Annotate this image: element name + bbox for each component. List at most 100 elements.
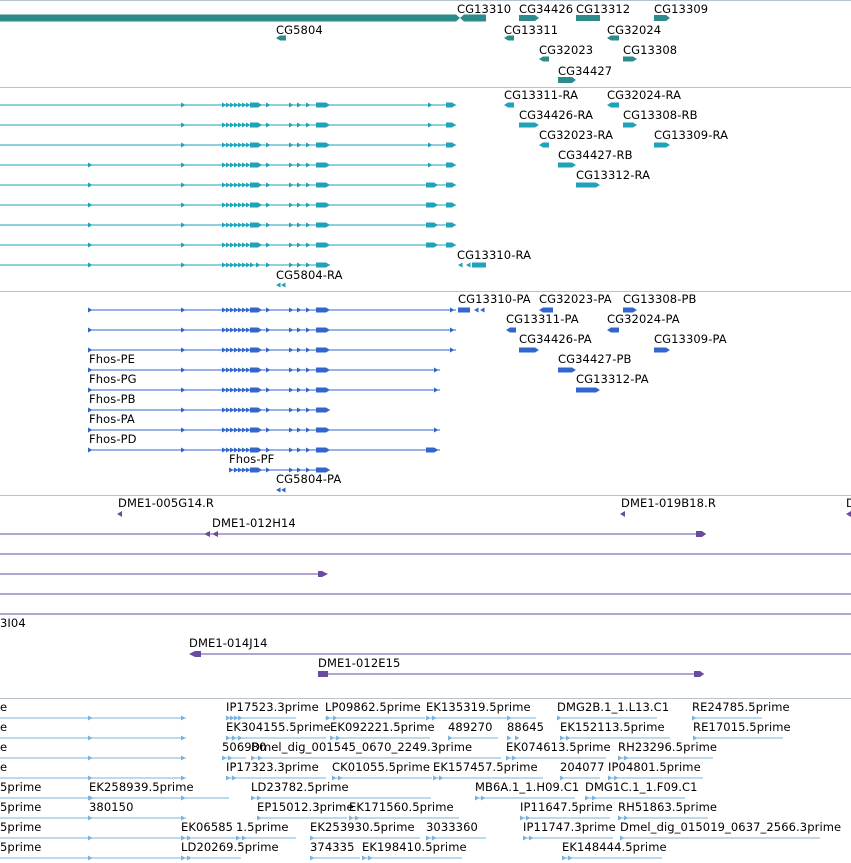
transcript-exon-glyph[interactable] <box>238 202 243 208</box>
transcript-exon-glyph[interactable] <box>238 142 243 148</box>
protein-exon-glyph[interactable] <box>246 447 251 453</box>
protein-exon-glyph[interactable] <box>88 327 93 333</box>
transcript-exon-glyph[interactable] <box>250 242 262 248</box>
est-label[interactable]: e <box>0 720 8 734</box>
gene-glyph[interactable] <box>460 14 486 22</box>
gene-label[interactable]: CG5804 <box>276 23 323 37</box>
clone-glyph[interactable] <box>318 671 328 677</box>
est-label[interactable]: 1.5prime <box>236 820 289 834</box>
protein-exon-glyph[interactable] <box>266 407 271 413</box>
est-label[interactable]: RE17015.5prime <box>693 720 791 734</box>
transcript-exon-glyph[interactable] <box>234 182 239 188</box>
transcript-glyph[interactable] <box>519 122 539 128</box>
transcript-exon-glyph[interactable] <box>266 122 271 128</box>
est-label[interactable]: 5prime <box>0 800 42 814</box>
protein-exon-glyph[interactable] <box>289 467 294 473</box>
gene-label[interactable]: CG13311 <box>504 23 559 37</box>
est-label[interactable]: EK253930.5prime <box>310 820 415 834</box>
protein-exon-glyph[interactable] <box>242 367 247 373</box>
protein-exon-glyph[interactable] <box>306 307 311 313</box>
clone-label[interactable]: DME1-012E15 <box>318 656 401 670</box>
protein-exon-glyph[interactable] <box>289 427 294 433</box>
transcript-exon-glyph[interactable] <box>250 102 262 108</box>
est-label[interactable]: EK157457.5prime <box>433 760 538 774</box>
transcript-exon-glyph[interactable] <box>316 182 330 188</box>
protein-exon-glyph[interactable] <box>234 407 239 413</box>
protein-glyph[interactable] <box>576 387 600 393</box>
transcript-exon-glyph[interactable] <box>306 222 311 228</box>
transcript-exon-glyph[interactable] <box>234 102 239 108</box>
est-label[interactable]: 5prime <box>0 820 42 834</box>
protein-exon-glyph[interactable] <box>181 347 186 353</box>
transcript-exon-glyph[interactable] <box>297 222 302 228</box>
protein-exon-glyph[interactable] <box>316 467 330 473</box>
transcript-exon-glyph[interactable] <box>242 222 247 228</box>
protein-exon-glyph[interactable] <box>238 407 243 413</box>
protein-exon-glyph[interactable] <box>181 387 186 393</box>
protein-exon-glyph[interactable] <box>226 327 231 333</box>
clone-glyph[interactable] <box>204 531 210 537</box>
protein-label[interactable]: CG13311-PA <box>506 312 579 326</box>
protein-exon-glyph[interactable] <box>226 427 231 433</box>
transcript-glyph[interactable] <box>504 102 514 108</box>
transcript-exon-glyph[interactable] <box>250 182 262 188</box>
transcript-exon-glyph[interactable] <box>88 182 93 188</box>
transcript-exon-glyph[interactable] <box>306 142 311 148</box>
est-label[interactable]: EP15012.3prime <box>257 800 354 814</box>
transcript-exon-glyph[interactable] <box>238 162 243 168</box>
gene-label[interactable]: CG32024 <box>607 23 662 37</box>
transcript-exon-glyph[interactable] <box>266 222 271 228</box>
protein-label[interactable]: CG13308-PB <box>623 292 697 306</box>
protein-exon-glyph[interactable] <box>266 367 271 373</box>
transcript-exon-glyph[interactable] <box>256 262 261 268</box>
transcript-exon-glyph[interactable] <box>230 182 235 188</box>
transcript-exon-glyph[interactable] <box>289 142 294 148</box>
protein-exon-glyph[interactable] <box>306 447 311 453</box>
transcript-exon-glyph[interactable] <box>297 122 302 128</box>
transcript-exon-glyph[interactable] <box>426 202 438 208</box>
transcript-exon-glyph[interactable] <box>316 162 330 168</box>
transcript-exon-glyph[interactable] <box>266 182 271 188</box>
est-label[interactable]: IP17523.3prime <box>226 700 319 714</box>
protein-exon-glyph[interactable] <box>297 447 302 453</box>
transcript-exon-glyph[interactable] <box>226 102 231 108</box>
est-label[interactable]: Dmel_dig_001545_0670_2249.3prime <box>251 740 473 754</box>
protein-exon-glyph[interactable] <box>238 347 243 353</box>
protein-exon-glyph[interactable] <box>238 307 243 313</box>
protein-label[interactable]: Fhos-PG <box>89 372 137 386</box>
gene-glyph[interactable] <box>452 14 460 22</box>
protein-exon-glyph[interactable] <box>234 307 239 313</box>
est-label[interactable]: 204077 <box>560 760 605 774</box>
est-glyph[interactable] <box>181 775 186 781</box>
protein-exon-glyph[interactable] <box>222 327 227 333</box>
est-glyph[interactable] <box>181 755 186 761</box>
transcript-exon-glyph[interactable] <box>238 182 243 188</box>
protein-exon-glyph[interactable] <box>250 447 262 453</box>
protein-exon-glyph[interactable] <box>181 407 186 413</box>
transcript-exon-glyph[interactable] <box>306 242 311 248</box>
protein-exon-glyph[interactable] <box>426 447 438 453</box>
protein-glyph[interactable] <box>558 367 576 373</box>
gene-label[interactable]: CG32023 <box>539 43 594 57</box>
transcript-exon-glyph[interactable] <box>297 142 302 148</box>
transcript-exon-glyph[interactable] <box>238 262 243 268</box>
est-label[interactable]: DMG2B.1_1.L13.C1 <box>557 700 670 714</box>
protein-exon-glyph[interactable] <box>242 427 247 433</box>
protein-exon-glyph[interactable] <box>266 427 271 433</box>
protein-label[interactable]: CG13309-PA <box>654 332 727 346</box>
transcript-exon-glyph[interactable] <box>246 262 251 268</box>
protein-exon-glyph[interactable] <box>297 407 302 413</box>
est-glyph[interactable] <box>88 775 93 781</box>
transcript-glyph[interactable] <box>607 102 619 108</box>
protein-exon-glyph[interactable] <box>181 367 186 373</box>
protein-exon-glyph[interactable] <box>289 407 294 413</box>
transcript-exon-glyph[interactable] <box>242 102 247 108</box>
protein-exon-glyph[interactable] <box>222 367 227 373</box>
protein-exon-glyph[interactable] <box>181 447 186 453</box>
est-label[interactable]: 5prime <box>0 780 42 794</box>
protein-exon-glyph[interactable] <box>229 467 234 473</box>
protein-glyph[interactable] <box>480 307 485 313</box>
transcript-exon-glyph[interactable] <box>428 102 433 108</box>
transcript-exon-glyph[interactable] <box>222 162 227 168</box>
gene-label[interactable]: CG13310 <box>457 2 512 16</box>
